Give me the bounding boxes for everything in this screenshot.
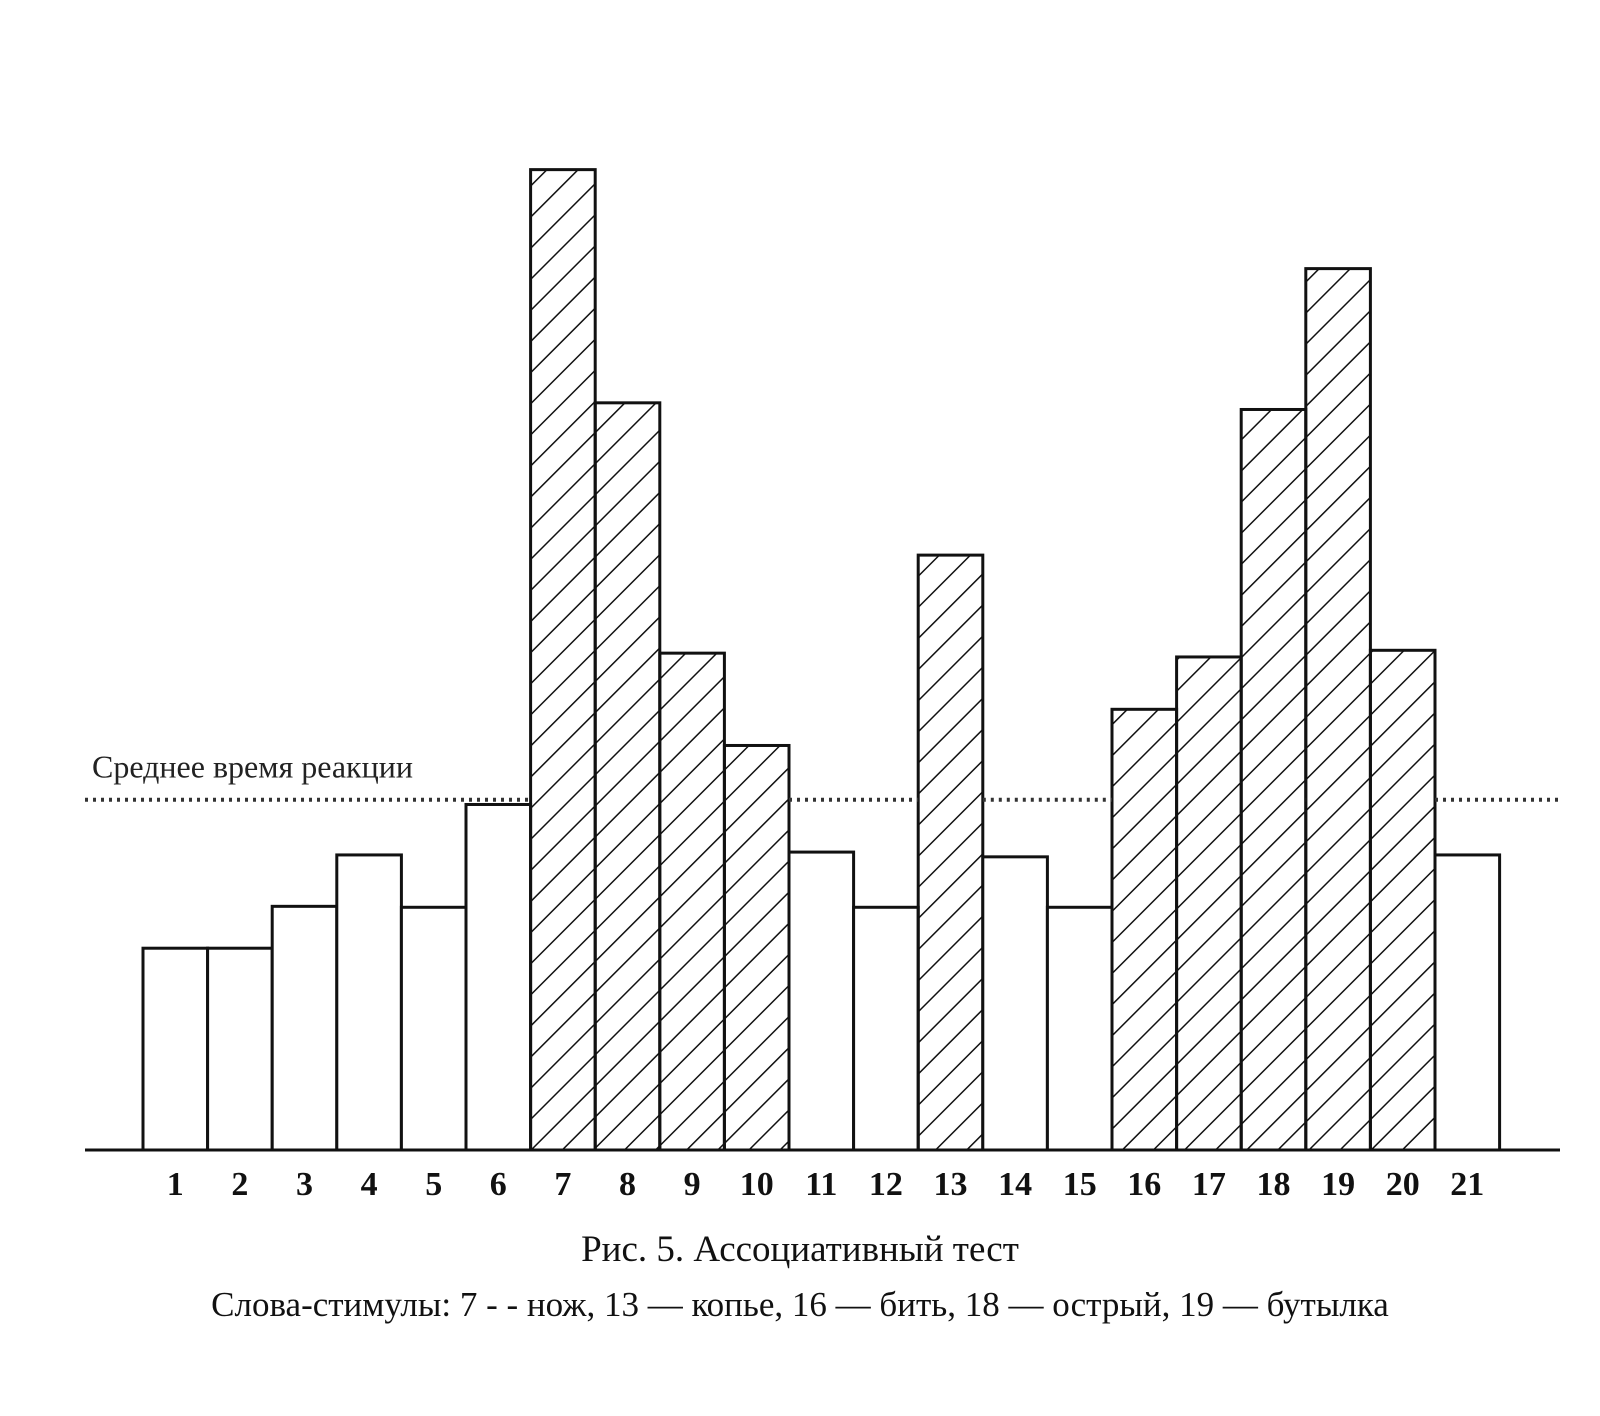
bar-8 <box>593 401 662 1152</box>
x-tick-label-16: 16 <box>1127 1166 1161 1203</box>
bar-15 <box>1045 905 1114 1152</box>
bar-19 <box>1304 267 1372 1152</box>
x-tick-label-2: 2 <box>231 1166 248 1203</box>
bar-20 <box>1368 648 1437 1152</box>
bar-3 <box>270 904 339 1152</box>
x-tick-label-15: 15 <box>1063 1166 1097 1203</box>
figure-caption-subtitle: Слова-стимулы: 7 - - нож, 13 — копье, 16… <box>211 1285 1389 1324</box>
mean-line-label: Среднее время реакции <box>92 749 413 785</box>
x-tick-label-18: 18 <box>1257 1166 1291 1203</box>
x-tick-label-20: 20 <box>1386 1166 1420 1203</box>
x-tick-label-14: 14 <box>998 1166 1032 1203</box>
x-tick-label-17: 17 <box>1192 1166 1226 1203</box>
bar-10 <box>722 743 791 1152</box>
bar-14 <box>981 855 1049 1152</box>
bar-18 <box>1239 407 1308 1152</box>
bar-1 <box>141 946 210 1152</box>
bar-13 <box>916 553 985 1152</box>
x-tick-label-13: 13 <box>934 1166 968 1203</box>
x-tick-label-1: 1 <box>167 1166 184 1203</box>
bar-16 <box>1110 707 1179 1152</box>
bar-21 <box>1433 853 1502 1152</box>
bars-layer <box>141 168 1502 1152</box>
x-tick-label-10: 10 <box>740 1166 774 1203</box>
x-tick-label-21: 21 <box>1450 1166 1484 1203</box>
x-tick-label-9: 9 <box>684 1166 701 1203</box>
x-tick-label-11: 11 <box>805 1166 837 1203</box>
x-tick-label-5: 5 <box>425 1166 442 1203</box>
x-tick-label-19: 19 <box>1321 1166 1355 1203</box>
x-tick-label-4: 4 <box>361 1166 378 1203</box>
bar-5 <box>399 905 468 1152</box>
x-tick-label-8: 8 <box>619 1166 636 1203</box>
x-tick-label-12: 12 <box>869 1166 903 1203</box>
bar-7 <box>529 168 597 1152</box>
bar-9 <box>658 651 726 1152</box>
bar-4 <box>335 853 403 1152</box>
x-tick-label-3: 3 <box>296 1166 313 1203</box>
bar-11 <box>787 850 856 1152</box>
x-tick-labels: 1 2 3 4 5 6 7 8 9 10 11 12 13 14 15 16 17 18 19 20 21 <box>167 1166 1485 1203</box>
bar-12 <box>852 905 920 1152</box>
mean-line-layer: Среднее время реакции <box>85 749 1560 802</box>
bar-17 <box>1175 655 1243 1152</box>
x-tick-label-7: 7 <box>554 1166 571 1203</box>
x-tick-label-6: 6 <box>490 1166 507 1203</box>
figure-caption-title: Рис. 5. Ассоциативный тест <box>581 1229 1019 1270</box>
bar-2 <box>206 946 274 1152</box>
bar-6 <box>464 802 533 1152</box>
